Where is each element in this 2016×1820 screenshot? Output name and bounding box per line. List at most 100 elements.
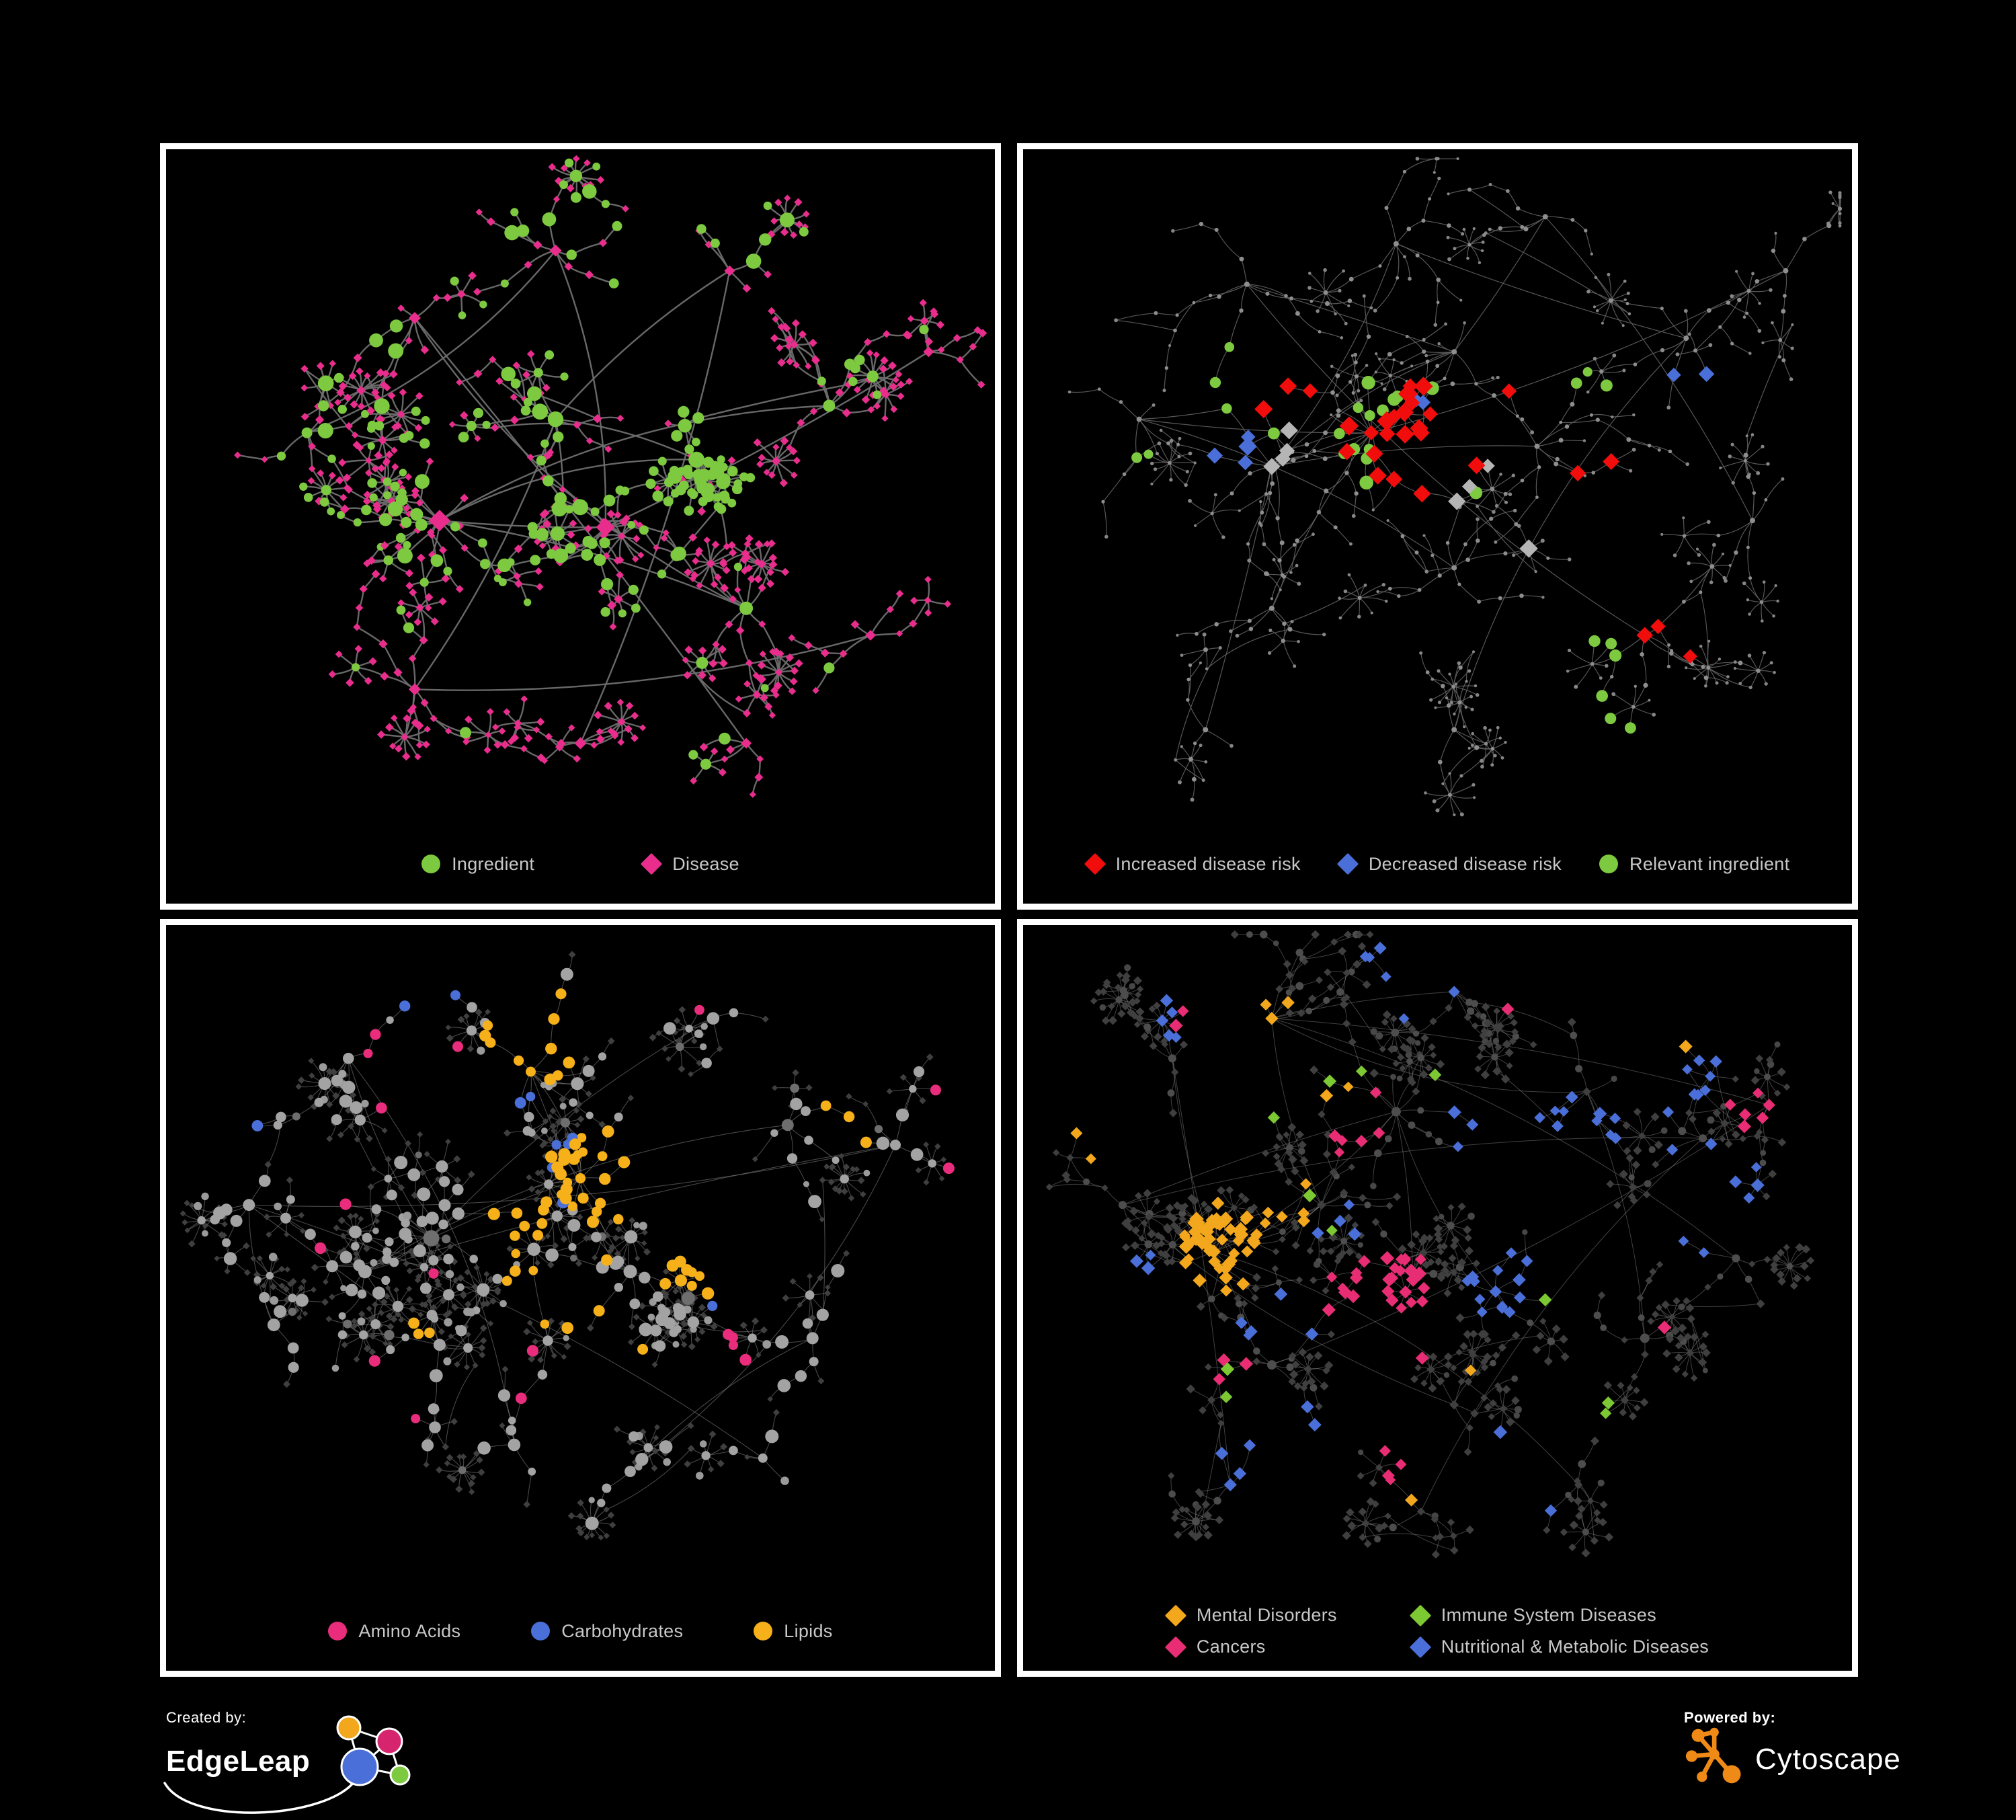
graph-edge — [1746, 313, 1760, 331]
graph-edge — [1350, 266, 1381, 280]
graph-node — [1704, 684, 1707, 688]
graph-node — [503, 1129, 511, 1137]
graph-node — [688, 533, 697, 542]
graph-node — [371, 388, 380, 397]
graph-node — [853, 1166, 860, 1173]
graph-edge — [1469, 184, 1491, 190]
graph-node-highlighted — [1480, 459, 1495, 473]
graph-node — [548, 163, 557, 171]
graph-node — [547, 448, 555, 457]
graph-node — [696, 481, 710, 494]
graph-node — [319, 497, 329, 507]
graph-edge — [1189, 649, 1207, 666]
graph-node — [627, 1339, 635, 1345]
graph-node — [334, 399, 341, 406]
graph-edge — [1211, 509, 1240, 514]
graph-node — [919, 325, 929, 335]
graph-node — [897, 381, 905, 389]
graph-node — [513, 572, 521, 580]
graph-node — [779, 479, 788, 487]
graph-node — [1214, 227, 1219, 232]
graph-node — [567, 530, 575, 539]
graph-node — [582, 1064, 595, 1077]
graph-edge — [1226, 408, 1249, 438]
graph-node — [688, 451, 705, 468]
legend-item-carbohydrates: Carbohydrates — [531, 1621, 683, 1642]
graph-node — [1669, 651, 1674, 656]
graph-node — [508, 1417, 516, 1425]
diamond-swatch-icon — [640, 853, 663, 875]
graph-edge — [1185, 462, 1196, 485]
graph-node — [1155, 452, 1159, 456]
graph-node — [839, 649, 848, 658]
graph-edge — [1271, 608, 1291, 630]
graph-edge — [1263, 543, 1281, 561]
graph-node — [741, 738, 752, 749]
graph-node — [1150, 482, 1154, 485]
graph-edge — [822, 1179, 825, 1316]
graph-node-highlighted — [511, 1249, 520, 1259]
graph-node — [785, 653, 795, 662]
graph-node — [1748, 612, 1751, 616]
graph-node — [414, 721, 424, 731]
graph-node — [530, 555, 541, 565]
graph-node — [253, 1271, 261, 1279]
graph-node — [430, 554, 444, 567]
graph-node — [774, 198, 782, 206]
graph-node — [772, 443, 780, 451]
graph-edge — [1611, 414, 1634, 418]
graph-node — [1498, 736, 1502, 740]
graph-node — [1682, 600, 1686, 604]
graph-node — [417, 1187, 431, 1201]
graph-node — [401, 733, 409, 741]
graph-node — [1480, 764, 1484, 769]
graph-node — [430, 617, 439, 626]
graph-node — [1750, 433, 1755, 437]
graph-node — [385, 723, 394, 732]
graph-edge — [1628, 439, 1660, 450]
graph-node-highlighted — [1364, 410, 1375, 421]
graph-edge — [1193, 296, 1220, 303]
graph-node — [741, 549, 750, 558]
graph-node — [1745, 434, 1748, 438]
graph-node — [398, 1316, 405, 1323]
graph-edge — [1729, 456, 1746, 461]
graph-node — [1633, 362, 1638, 366]
graph-node — [1496, 725, 1500, 729]
graph-node — [539, 1142, 546, 1149]
graph-node — [1403, 255, 1406, 259]
graph-node — [1203, 727, 1209, 733]
graph-node — [202, 1222, 208, 1229]
graph-node — [1437, 760, 1443, 764]
graph-node — [1338, 288, 1342, 292]
graph-edge — [928, 351, 961, 361]
graph-node — [853, 386, 861, 394]
graph-node — [762, 1015, 769, 1023]
graph-node-highlighted — [1683, 649, 1697, 664]
graph-node — [1731, 481, 1735, 485]
graph-edge — [761, 623, 778, 654]
graph-edge — [1545, 216, 1573, 221]
graph-node — [1410, 364, 1414, 368]
graph-node — [533, 726, 540, 734]
graph-node — [793, 361, 800, 369]
graph-node — [861, 395, 871, 404]
graph-node — [657, 457, 667, 466]
graph-node — [790, 231, 797, 239]
graph-node — [374, 421, 385, 431]
graph-edge — [1720, 326, 1733, 344]
graph-node — [1436, 301, 1440, 305]
graph-node — [333, 1224, 340, 1232]
graph-node — [445, 1270, 454, 1279]
graph-edge — [364, 1124, 789, 1272]
graph-node — [329, 1294, 335, 1300]
graph-node — [832, 1156, 840, 1164]
graph-node — [744, 1454, 750, 1460]
graph-node — [557, 738, 566, 748]
graph-node — [1564, 424, 1570, 429]
graph-node — [797, 1302, 803, 1308]
graph-node — [1774, 584, 1777, 588]
graph-node-highlighted — [526, 1066, 536, 1077]
graph-edge — [1761, 602, 1775, 617]
graph-node — [1370, 611, 1373, 615]
